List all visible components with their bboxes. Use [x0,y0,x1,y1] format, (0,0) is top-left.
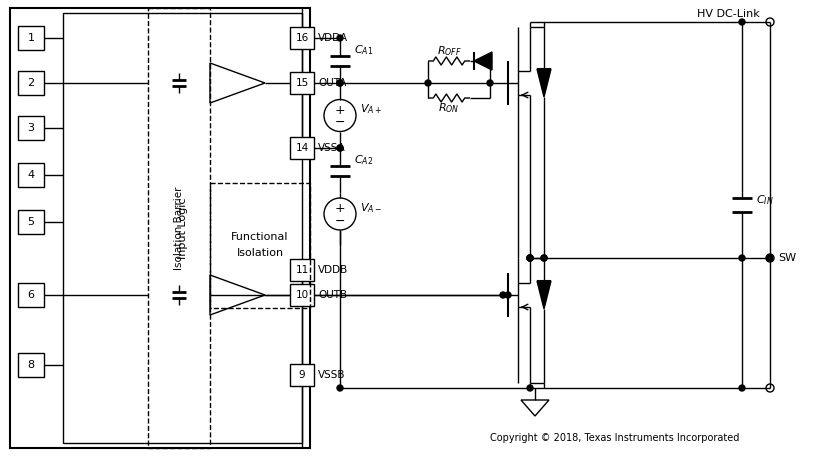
Text: VSSA: VSSA [318,143,346,153]
Circle shape [505,292,511,298]
Bar [18,210,44,234]
Polygon shape [537,281,551,309]
Polygon shape [474,52,492,70]
Text: 5: 5 [27,217,35,227]
Circle shape [541,255,547,261]
Text: −: − [335,116,345,129]
Text: 1: 1 [27,33,35,43]
Bar [10,8,310,448]
Bar [290,364,314,386]
Circle shape [337,80,343,86]
Bar [290,137,314,159]
Text: 3: 3 [27,123,35,133]
Circle shape [767,255,773,261]
Bar [18,116,44,140]
Text: OUTB: OUTB [318,290,347,300]
Circle shape [337,145,343,151]
Bar [290,72,314,94]
Text: 16: 16 [295,33,309,43]
Text: 6: 6 [27,290,35,300]
Circle shape [541,255,547,261]
Text: $R_{OFF}$: $R_{OFF}$ [436,44,461,58]
Circle shape [337,385,343,391]
Bar [63,13,302,443]
Bar [18,353,44,377]
Bar [18,163,44,187]
Text: 9: 9 [299,370,305,380]
Text: 10: 10 [295,290,309,300]
Text: +: + [335,202,346,215]
Text: VDDB: VDDB [318,265,348,275]
Text: −: − [335,214,345,227]
Polygon shape [537,69,551,97]
Circle shape [337,35,343,41]
Circle shape [739,19,745,25]
Bar [148,8,210,448]
Circle shape [527,255,533,261]
Bar [210,183,310,308]
Bar [148,8,210,448]
Text: Copyright © 2018, Texas Instruments Incorporated: Copyright © 2018, Texas Instruments Inco… [490,433,740,443]
Bar [18,283,44,307]
Text: Functional: Functional [231,232,289,243]
Text: 11: 11 [295,265,309,275]
Text: $R_{ON}$: $R_{ON}$ [438,101,460,115]
Circle shape [739,255,745,261]
Text: VSSB: VSSB [318,370,346,380]
Circle shape [337,145,343,151]
Text: VDDA: VDDA [318,33,348,43]
Text: HV DC-Link: HV DC-Link [697,9,760,19]
Text: Isolation Barrier: Isolation Barrier [174,186,184,270]
Circle shape [527,385,533,391]
Text: 4: 4 [27,170,35,180]
Bar [18,71,44,95]
Text: $C_{A1}$: $C_{A1}$ [354,44,374,57]
Bar [290,27,314,49]
Circle shape [527,255,533,261]
Text: +: + [335,104,346,117]
Text: $C_{IN}$: $C_{IN}$ [756,193,774,207]
Text: OUTA: OUTA [318,78,346,88]
Text: Isolation: Isolation [237,249,284,258]
Circle shape [487,80,493,86]
Circle shape [425,80,431,86]
Text: Input Logic: Input Logic [177,197,187,259]
Circle shape [527,255,533,261]
Circle shape [500,292,506,298]
Text: SW: SW [778,253,796,263]
Text: 8: 8 [27,360,35,370]
Text: 14: 14 [295,143,309,153]
Text: 2: 2 [27,78,35,88]
Bar [290,259,314,281]
Text: $V_{A-}$: $V_{A-}$ [360,201,382,215]
Bar [290,284,314,306]
Circle shape [739,385,745,391]
Text: $C_{A2}$: $C_{A2}$ [354,154,373,168]
Text: $V_{A+}$: $V_{A+}$ [360,103,382,116]
Bar [210,183,310,308]
Circle shape [527,255,533,261]
Text: 15: 15 [295,78,309,88]
Bar [18,26,44,50]
Circle shape [337,80,343,86]
